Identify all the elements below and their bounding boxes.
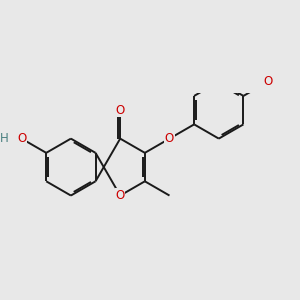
Text: O: O [165, 132, 174, 145]
Text: H: H [0, 132, 9, 145]
Text: O: O [116, 189, 125, 202]
Text: O: O [116, 103, 125, 117]
Text: O: O [17, 132, 26, 145]
Text: O: O [263, 75, 273, 88]
